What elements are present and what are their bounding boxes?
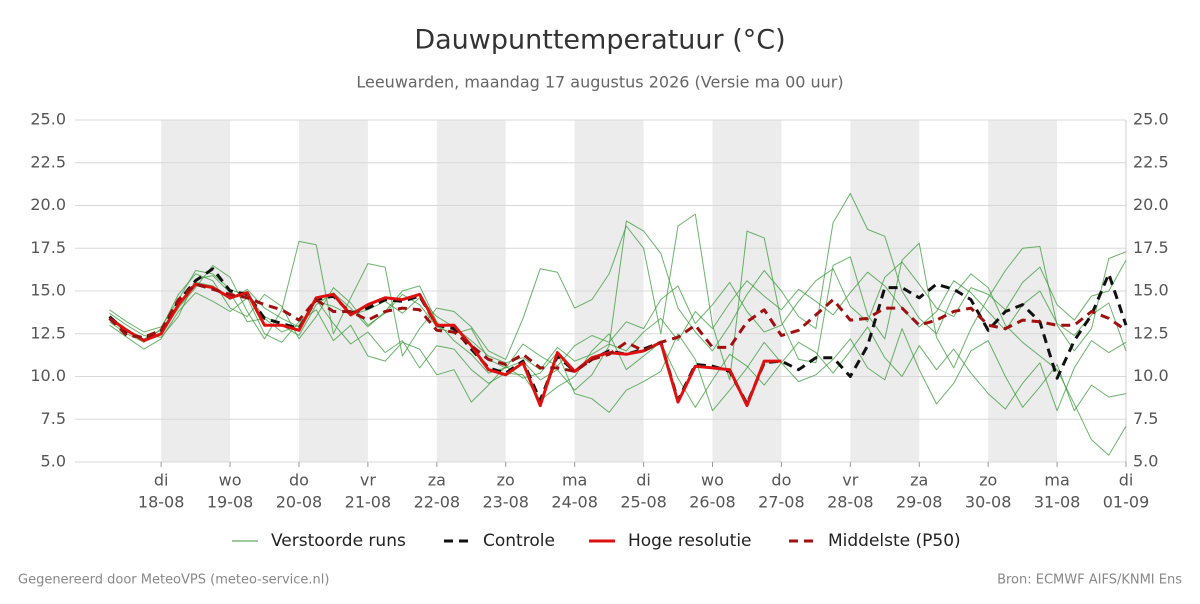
- x-tick-date: 23-08: [482, 493, 529, 512]
- legend-label: Middelste (P50): [828, 531, 961, 551]
- ensemble-line: [109, 292, 1127, 413]
- footer-right: Bron: ECMWF AIFS/KNMI Ens: [997, 573, 1182, 588]
- y2-tick-label: 25.0: [1133, 110, 1169, 129]
- x-tick-weekday: za: [910, 471, 928, 490]
- x-tick-weekday: wo: [219, 471, 242, 490]
- x-tick-date: 25-08: [620, 493, 667, 512]
- x-tick-date: 27-08: [758, 493, 805, 512]
- ensemble-line: [109, 271, 1127, 371]
- x-tick-date: 31-08: [1034, 493, 1081, 512]
- x-tick-date: 26-08: [689, 493, 736, 512]
- x-tick-weekday: do: [771, 471, 791, 490]
- y-tick-label: 5.0: [41, 452, 66, 471]
- x-tick-weekday: vr: [842, 471, 858, 490]
- ensemble-line: [109, 213, 1127, 381]
- x-tick-weekday: di: [154, 471, 169, 490]
- y2-tick-label: 7.5: [1133, 409, 1158, 428]
- y2-tick-label: 12.5: [1133, 323, 1169, 342]
- x-tick-date: 01-09: [1103, 493, 1150, 512]
- x-tick-date: 21-08: [345, 493, 392, 512]
- x-tick-date: 20-08: [276, 493, 323, 512]
- series-line: [108, 282, 782, 408]
- chart-title: Dauwpunttemperatuur (°C): [414, 25, 785, 56]
- x-tick-date: 28-08: [827, 493, 874, 512]
- x-tick-date: 30-08: [965, 493, 1012, 512]
- footer-left: Gegenereerd door MeteoVPS (meteo-service…: [18, 573, 329, 588]
- x-tick-date: 24-08: [551, 493, 598, 512]
- series-line: [108, 282, 1127, 373]
- legend-label: Hoge resolutie: [628, 531, 752, 551]
- x-tick-weekday: do: [289, 471, 309, 490]
- legend-label: Verstoorde runs: [271, 531, 406, 551]
- y2-tick-label: 20.0: [1133, 195, 1169, 214]
- y-tick-label: 17.5: [30, 238, 66, 257]
- legend-label: Controle: [483, 531, 555, 551]
- y-tick-label: 15.0: [30, 281, 66, 300]
- x-tick-weekday: za: [428, 471, 446, 490]
- x-tick-weekday: di: [636, 471, 651, 490]
- x-tick-weekday: vr: [360, 471, 376, 490]
- y2-tick-label: 10.0: [1133, 366, 1169, 385]
- x-tick-date: 18-08: [138, 493, 185, 512]
- x-tick-date: 29-08: [896, 493, 943, 512]
- y-tick-label: 7.5: [41, 409, 66, 428]
- chart-subtitle: Leeuwarden, maandag 17 augustus 2026 (Ve…: [356, 73, 843, 92]
- x-tick-weekday: di: [1119, 471, 1134, 490]
- y-tick-label: 22.5: [30, 152, 66, 171]
- y-tick-label: 20.0: [30, 195, 66, 214]
- y2-tick-label: 17.5: [1133, 238, 1169, 257]
- x-tick-weekday: wo: [701, 471, 724, 490]
- y-tick-label: 10.0: [30, 366, 66, 385]
- y2-tick-label: 15.0: [1133, 281, 1169, 300]
- y-tick-label: 25.0: [30, 110, 66, 129]
- x-tick-date: 19-08: [207, 493, 254, 512]
- x-tick-date: 22-08: [414, 493, 461, 512]
- x-tick-weekday: zo: [497, 471, 515, 490]
- x-tick-weekday: ma: [1044, 471, 1069, 490]
- y-tick-label: 12.5: [30, 323, 66, 342]
- x-tick-weekday: ma: [562, 471, 587, 490]
- y2-tick-label: 22.5: [1133, 152, 1169, 171]
- x-tick-weekday: zo: [979, 471, 997, 490]
- y2-tick-label: 5.0: [1133, 452, 1158, 471]
